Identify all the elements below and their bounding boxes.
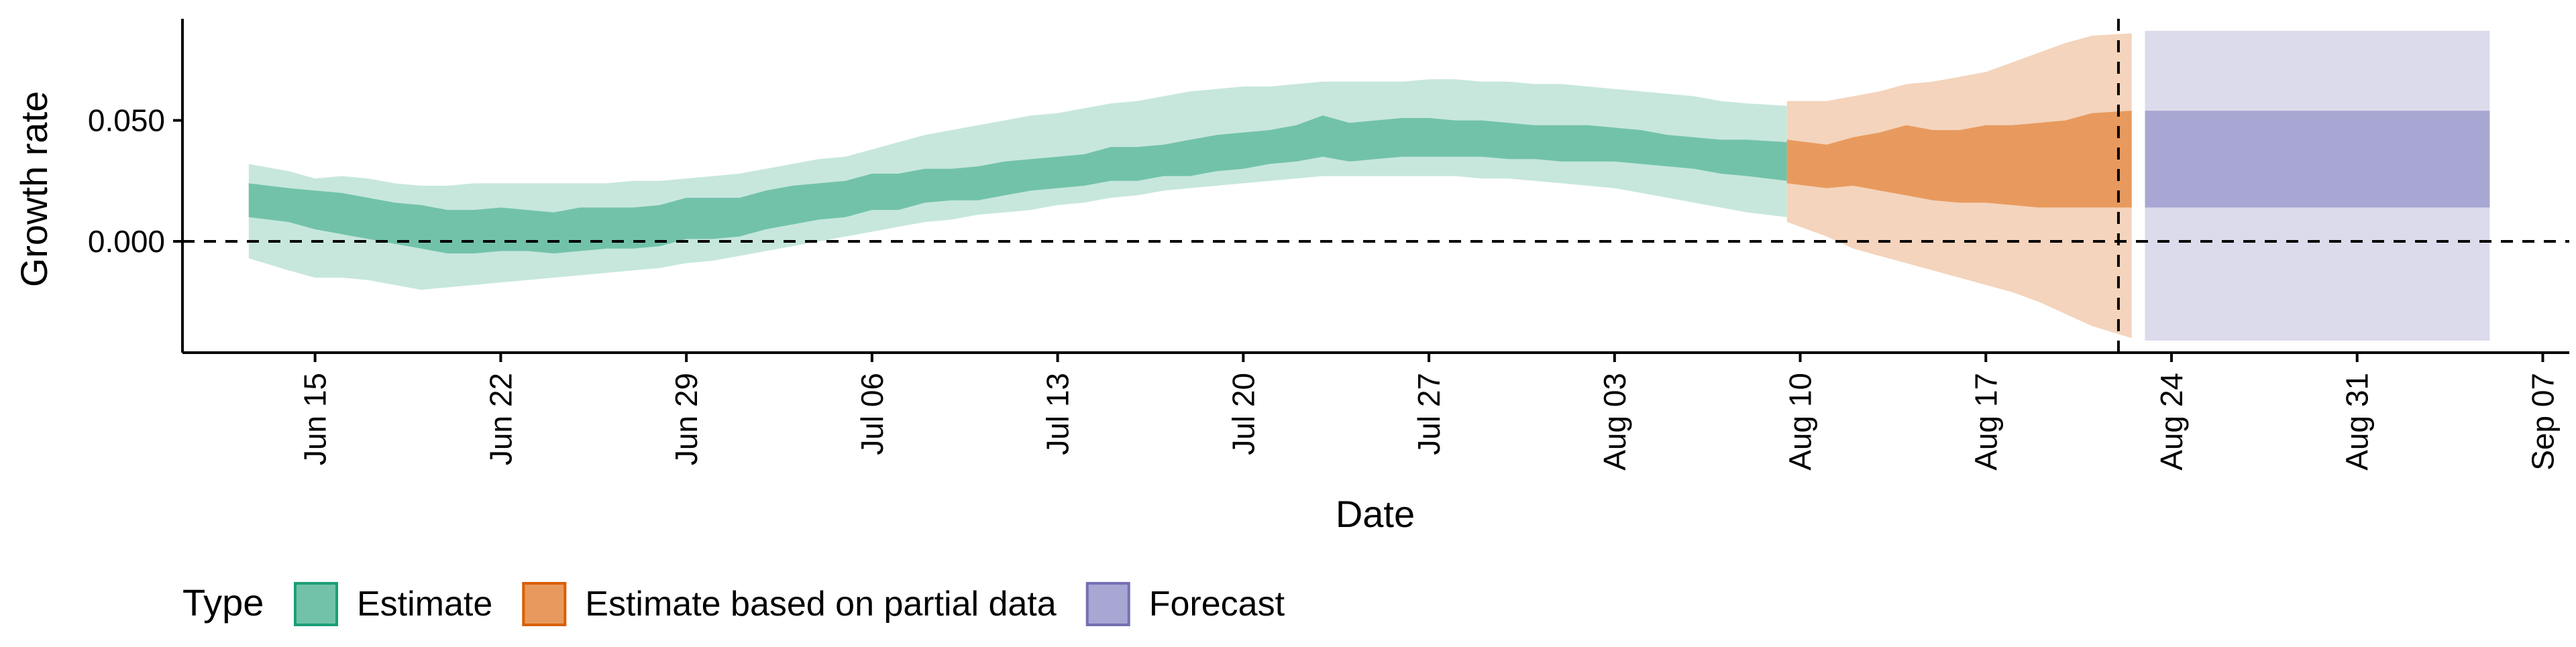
legend-key-estimate-based-on-partial-data [522, 582, 567, 626]
axes: 0.000 0.050 Jun 15 Jun 22 Jun 29 Jul 06 Jul 13… [88, 19, 2569, 471]
legend-items: Estimate Estimate based on partial data Fo… [294, 582, 1285, 626]
legend-label-estimate: Estimate [357, 585, 492, 624]
x-tick-label: Sep 07 [2525, 373, 2560, 471]
series-estimate-based-on-partial-data [1786, 33, 2132, 339]
y-axis-title: Growth rate [13, 91, 55, 288]
band-inner-estimate [248, 115, 1787, 253]
reference-lines [182, 19, 2569, 353]
legend-item-forecast: Forecast [1085, 582, 1285, 626]
x-tick-label: Aug 03 [1597, 373, 1632, 471]
band-inner-forecast [2145, 111, 2490, 208]
legend-key-estimate [294, 582, 338, 626]
x-tick-label: Jun 22 [483, 373, 518, 465]
legend-label-estimate-based-on-partial-data: Estimate based on partial data [585, 585, 1057, 624]
legend-item-estimate-based-on-partial-data: Estimate based on partial data [522, 582, 1057, 626]
x-tick-label: Jul 20 [1226, 373, 1260, 455]
x-tick-label: Jul 06 [855, 373, 890, 455]
x-tick-label: Aug 31 [2340, 373, 2375, 471]
band-layer [248, 31, 2490, 341]
x-tick-label: Aug 10 [1783, 373, 1818, 471]
legend-key-forecast [1085, 582, 1130, 626]
legend-item-estimate: Estimate [294, 582, 492, 626]
x-tick-label: Aug 17 [1968, 373, 2003, 471]
legend-title: Type [182, 581, 264, 624]
x-axis-title: Date [1336, 493, 1415, 535]
x-tick-label: Jul 13 [1040, 373, 1075, 455]
x-tick-label: Jun 29 [669, 373, 704, 465]
band-inner-estimate-based-on-partial-data [1786, 111, 2132, 208]
x-tick-label: Aug 24 [2154, 373, 2189, 471]
legend: Type Estimate Estimate based on partial d… [182, 581, 1285, 626]
legend-label-forecast: Forecast [1149, 585, 1285, 624]
series-estimate [248, 79, 1787, 290]
x-tick-label: Jul 27 [1411, 373, 1446, 455]
x-tick-label: Jun 15 [298, 373, 333, 465]
y-tick-label: 0.050 [88, 103, 165, 138]
y-tick-label: 0.000 [88, 224, 165, 259]
series-forecast [2145, 31, 2490, 341]
